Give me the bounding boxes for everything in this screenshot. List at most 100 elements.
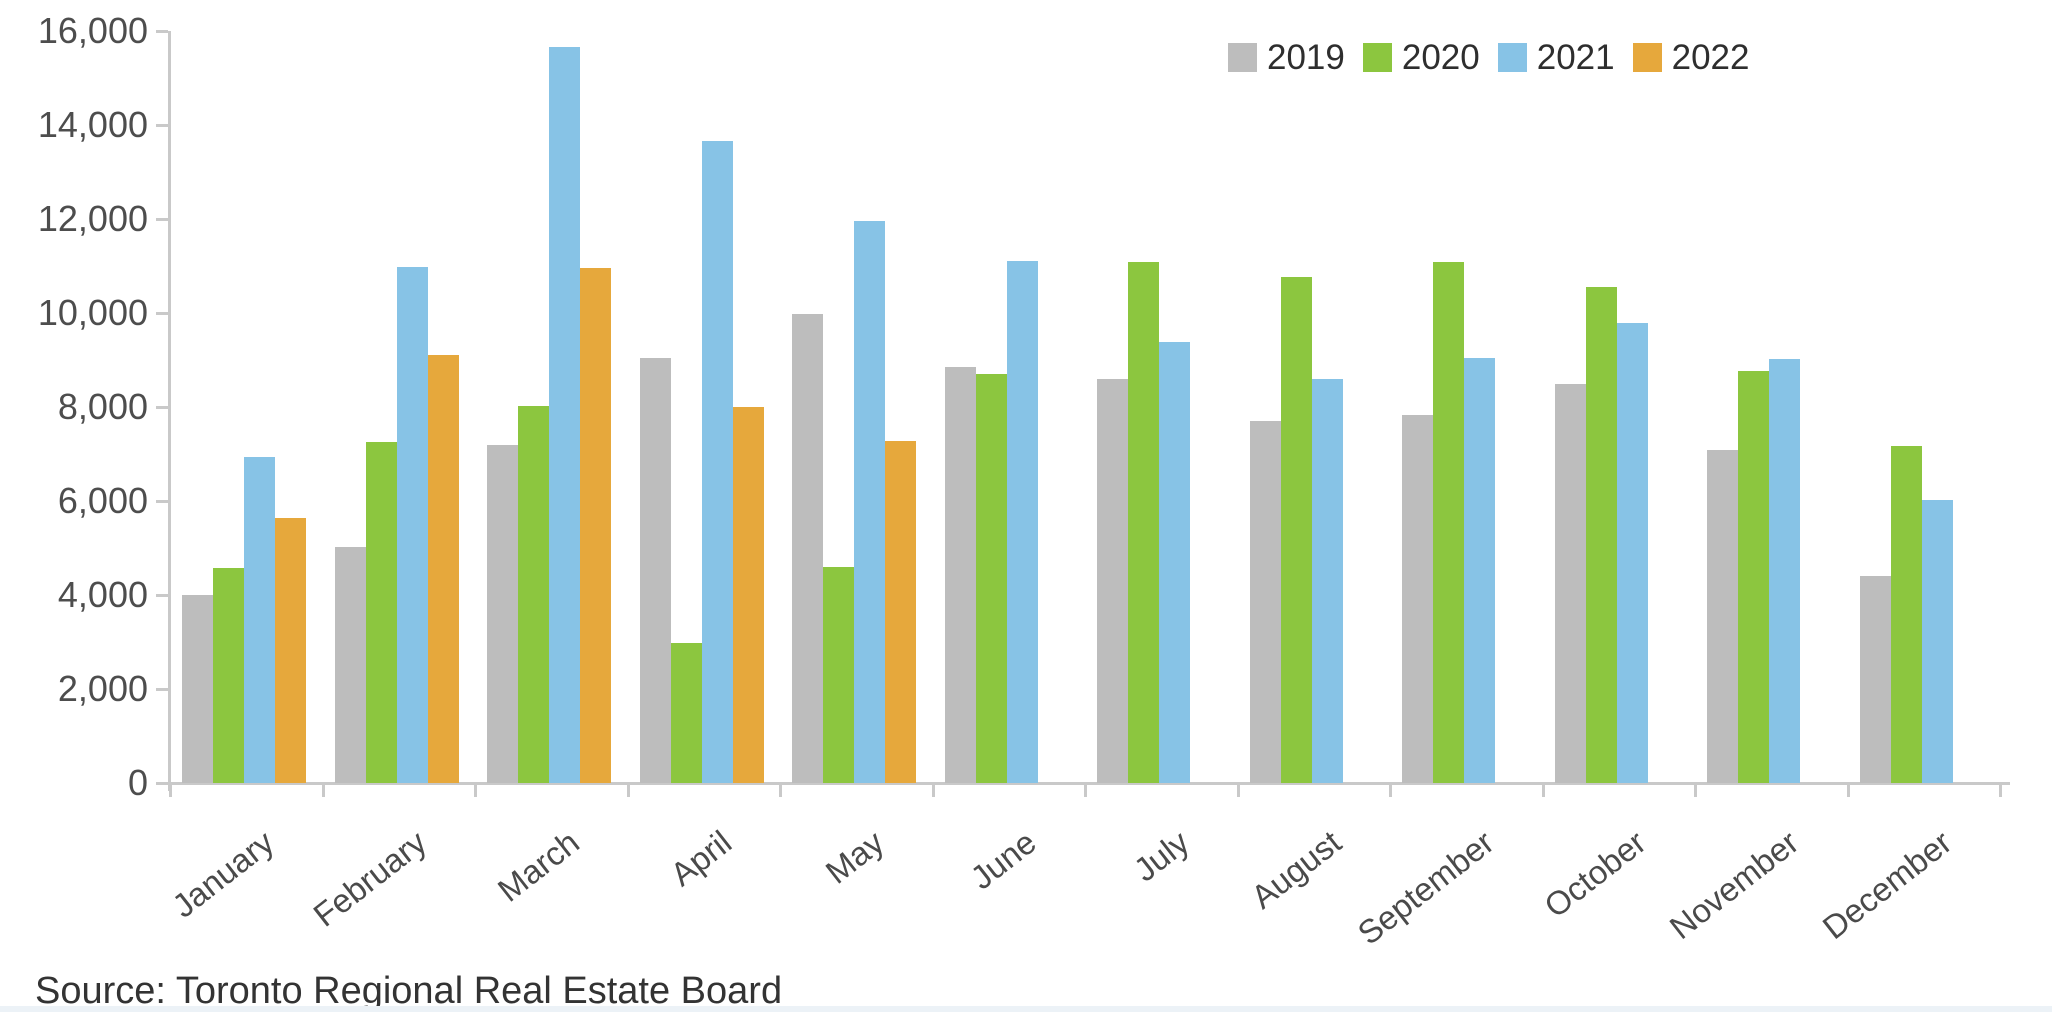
bar-2019-march <box>487 445 518 783</box>
bar-2021-april <box>701 140 733 783</box>
bar-2019-july <box>1097 379 1128 783</box>
y-axis-tick <box>156 593 168 597</box>
legend-label-2021: 2021 <box>1536 38 1615 77</box>
bar-2021-september <box>1464 357 1495 783</box>
y-axis-tick <box>156 687 168 691</box>
x-axis-label-march: March <box>490 823 586 909</box>
y-axis-tick <box>156 781 168 785</box>
x-axis-tick <box>626 785 630 797</box>
legend-label-2020: 2020 <box>1401 38 1480 77</box>
bar-2019-december <box>1859 576 1891 783</box>
bar-2021-february <box>396 267 428 783</box>
x-axis-tick <box>1541 785 1545 797</box>
bar-2020-march <box>518 406 549 783</box>
bar-2021-october <box>1616 323 1648 783</box>
bar-2020-june <box>975 374 1007 783</box>
y-axis-line <box>168 31 171 791</box>
x-axis-label-may: May <box>818 823 891 891</box>
bar-2019-may <box>792 313 823 783</box>
bar-2019-november <box>1707 449 1738 783</box>
legend-item-2022[interactable]: 2022 <box>1632 38 1750 77</box>
bar-2020-august <box>1280 276 1312 783</box>
x-axis-label-february: February <box>306 823 433 934</box>
legend-swatch-2021 <box>1497 43 1527 72</box>
y-axis-label: 14,000 <box>37 104 148 145</box>
bar-2020-october <box>1585 286 1617 783</box>
legend-swatch-2022 <box>1632 43 1662 72</box>
legend-item-2020[interactable]: 2020 <box>1362 38 1480 77</box>
x-axis-label-july: July <box>1126 823 1196 889</box>
x-axis-tick <box>1389 785 1392 797</box>
bar-2021-may <box>854 221 885 783</box>
x-axis-tick <box>169 785 172 797</box>
y-axis-tick <box>156 29 168 33</box>
x-axis-label-april: April <box>663 823 738 894</box>
bar-2020-february <box>365 441 397 783</box>
bar-2020-december <box>1890 445 1922 783</box>
bar-2019-january <box>182 594 213 783</box>
bar-2020-july <box>1128 262 1159 783</box>
x-axis-tick <box>1694 785 1697 797</box>
y-axis-tick <box>156 405 168 409</box>
x-axis-tick <box>1084 785 1087 797</box>
y-axis-label: 2,000 <box>57 668 148 709</box>
source-caption: Source: Toronto Regional Real Estate Boa… <box>35 970 783 1012</box>
legend-swatch-2019 <box>1228 43 1257 72</box>
bar-2020-may <box>823 566 854 783</box>
x-axis-tick <box>474 785 477 797</box>
bar-2021-july <box>1159 341 1190 783</box>
x-axis-line <box>167 782 2010 785</box>
legend-label-2022: 2022 <box>1671 38 1750 77</box>
bar-2021-december <box>1921 499 1953 783</box>
x-axis-tick <box>1846 785 1850 797</box>
y-axis-label: 16,000 <box>37 10 148 51</box>
x-axis-label-october: October <box>1537 823 1653 925</box>
y-axis-label: 10,000 <box>37 292 148 333</box>
x-axis-tick <box>1236 785 1240 797</box>
x-axis-label-january: January <box>165 823 281 925</box>
bar-2021-august <box>1311 378 1343 783</box>
bar-2020-january <box>213 567 244 783</box>
x-axis-label-september: September <box>1350 823 1501 952</box>
x-axis-label-june: June <box>963 823 1043 897</box>
y-axis-label: 0 <box>127 762 148 803</box>
y-axis-label: 12,000 <box>37 198 148 239</box>
y-axis-tick <box>156 311 168 315</box>
bar-2021-january <box>244 457 275 783</box>
y-axis-tick <box>156 217 168 221</box>
y-axis-label: 4,000 <box>57 574 148 615</box>
bar-2019-october <box>1554 383 1586 783</box>
bar-2022-january <box>275 518 306 783</box>
legend: 2019 2020 2021 2022 <box>1228 40 1768 75</box>
legend-item-2019[interactable]: 2019 <box>1228 40 1345 75</box>
bar-2020-september <box>1433 262 1464 783</box>
x-axis-tick <box>1999 785 2002 797</box>
x-axis-label-august: August <box>1244 823 1348 916</box>
bar-2020-april <box>670 643 702 783</box>
bar-2022-march <box>580 268 611 783</box>
bar-2019-june <box>944 366 976 783</box>
bar-2019-april <box>639 358 671 783</box>
y-axis-tick <box>156 499 168 503</box>
y-axis-label: 8,000 <box>57 386 148 427</box>
y-axis-label: 6,000 <box>57 480 148 521</box>
bar-2022-april <box>732 406 764 783</box>
bar-2019-august <box>1249 420 1281 783</box>
bar-2021-june <box>1006 261 1038 783</box>
bar-2019-september <box>1402 415 1433 783</box>
x-axis-tick <box>779 785 782 797</box>
x-axis-label-november: November <box>1662 823 1806 947</box>
legend-swatch-2020 <box>1362 43 1392 72</box>
bar-2020-november <box>1738 370 1769 783</box>
x-axis-tick <box>931 785 935 797</box>
legend-item-2021[interactable]: 2021 <box>1497 38 1615 77</box>
bottom-strip <box>0 1006 2052 1012</box>
y-axis-tick <box>156 123 168 127</box>
x-axis-tick <box>321 785 325 797</box>
bar-2022-may <box>885 440 916 783</box>
bar-2022-february <box>427 355 459 783</box>
bar-2019-february <box>334 546 366 783</box>
bar-2021-march <box>549 47 580 783</box>
bar-2021-november <box>1769 359 1800 783</box>
